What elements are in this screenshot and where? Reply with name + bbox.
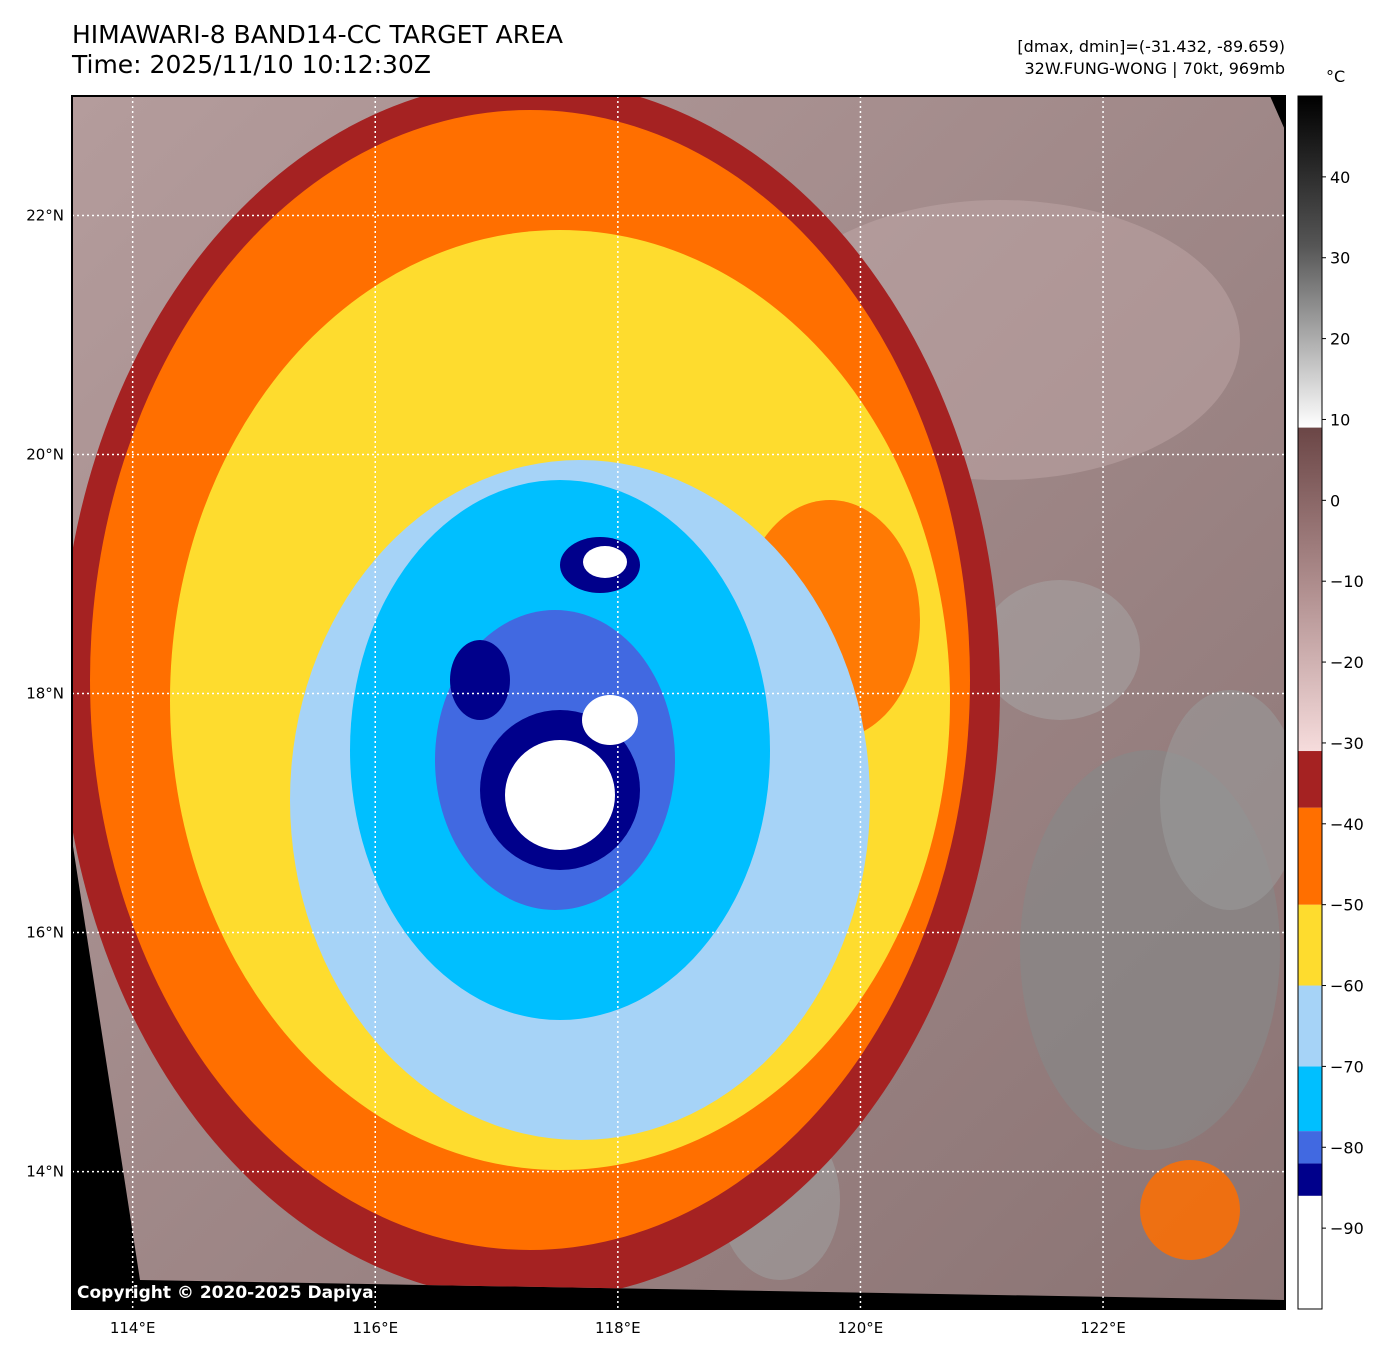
colorbar-tick-labels: 40 30 20 10 0 −10 −20 −30 −40 −50 −60 −70 −80 −90 xyxy=(1322,168,1364,1238)
colorbar-tick-label: −60 xyxy=(1330,977,1364,996)
lon-tick-label: 114°E xyxy=(110,1319,156,1337)
colorbar-band xyxy=(1298,1195,1322,1309)
lon-tick-label: 120°E xyxy=(838,1319,884,1337)
map-title: HIMAWARI-8 BAND14-CC TARGET AREA xyxy=(72,20,564,49)
imagery-layer xyxy=(72,96,1285,1300)
data-range-label: [dmax, dmin]=(-31.432, -89.659) xyxy=(1017,37,1285,56)
colorbar-band xyxy=(1298,904,1322,986)
colorbar-tick-label: −10 xyxy=(1330,572,1364,591)
colorbar-tick-label: −90 xyxy=(1330,1219,1364,1238)
colorbar xyxy=(1297,95,1323,1310)
lat-tick-label: 16°N xyxy=(26,924,64,942)
lat-tick-label: 22°N xyxy=(26,207,64,225)
lon-tick-label: 118°E xyxy=(595,1319,641,1337)
storm-info-label: 32W.FUNG-WONG | 70kt, 969mb xyxy=(1024,59,1285,78)
longitude-tick-labels: 114°E 116°E 118°E 120°E 122°E xyxy=(110,1319,1126,1337)
lon-tick-label: 116°E xyxy=(352,1319,398,1337)
lat-tick-label: 14°N xyxy=(26,1163,64,1181)
graticule xyxy=(72,96,1285,1309)
colorbar-band xyxy=(1298,985,1322,1067)
colorbar-frame xyxy=(1297,95,1323,1310)
lat-tick-label: 18°N xyxy=(26,685,64,703)
colorbar-band xyxy=(1298,427,1322,752)
colorbar-tick-label: 0 xyxy=(1330,491,1340,510)
colorbar-unit: °C xyxy=(1326,67,1346,86)
colorbar-tick-label: −20 xyxy=(1330,653,1364,672)
colorbar-tick-label: 30 xyxy=(1330,249,1350,268)
colorbar-band xyxy=(1298,1163,1322,1196)
colorbar-band xyxy=(1298,96,1322,428)
colorbar-tick-label: 40 xyxy=(1330,168,1350,187)
colorbar-tick-label: −30 xyxy=(1330,734,1364,753)
colorbar-tick-label: −80 xyxy=(1330,1138,1364,1157)
colorbar-tick-label: 10 xyxy=(1330,410,1350,429)
colorbar-band xyxy=(1298,1066,1322,1132)
map-frame xyxy=(71,95,1286,1310)
colorbar-band xyxy=(1298,1131,1322,1164)
lat-tick-label: 20°N xyxy=(26,446,64,464)
lon-tick-label: 122°E xyxy=(1080,1319,1126,1337)
latitude-tick-labels: 22°N 20°N 18°N 16°N 14°N xyxy=(26,207,64,1181)
colorbar-band xyxy=(1298,751,1322,808)
copyright-label: Copyright © 2020-2025 Dapiya xyxy=(77,1283,374,1303)
colorbar-tick-label: −50 xyxy=(1330,896,1364,915)
colorbar-tick-label: 20 xyxy=(1330,330,1350,349)
colorbar-tick-label: −70 xyxy=(1330,1057,1364,1076)
colorbar-tick-label: −40 xyxy=(1330,815,1364,834)
colorbar-band xyxy=(1298,807,1322,905)
map-time: Time: 2025/11/10 10:12:30Z xyxy=(72,50,431,79)
